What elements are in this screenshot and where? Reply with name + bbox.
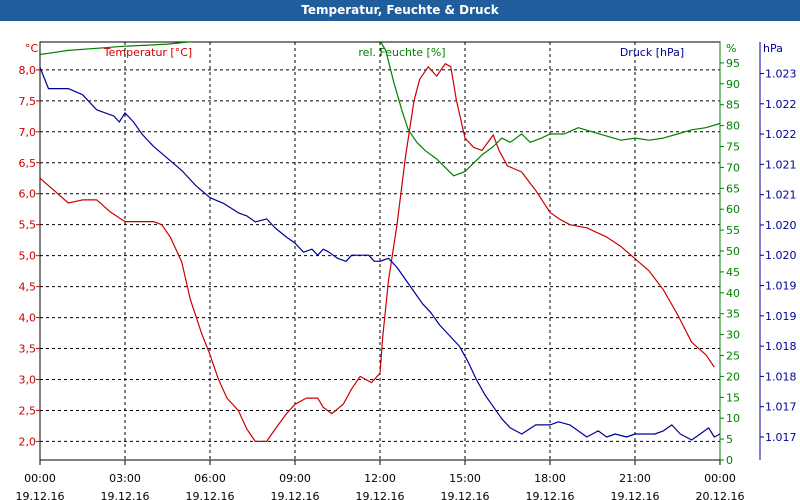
chart-area: 00:00 19.12.16 03:00 19.12.16 06:00 19.12.16 0… (0, 21, 800, 500)
humidity-tick-label: 85 (726, 99, 740, 112)
temperature-series-line (40, 63, 715, 442)
x-tick-time-label: 09:00 (279, 472, 311, 485)
humidity-tick-label: 70 (726, 161, 740, 174)
humidity-tick-label: 15 (726, 391, 740, 404)
temperature-tick-label: 2,5 (19, 404, 37, 417)
pressure-series-line (40, 67, 720, 441)
axis-labels: 00:00 19.12.16 03:00 19.12.16 06:00 19.12.16 0… (16, 42, 797, 500)
x-tick-time-label: 21:00 (619, 472, 651, 485)
x-tick-date-label: 19.12.16 (611, 490, 660, 500)
pressure-tick-label: 1.020 (765, 219, 797, 232)
chart-background (0, 21, 800, 500)
pressure-tick-label: 1.018 (765, 340, 797, 353)
x-tick-date-label: 19.12.16 (101, 490, 150, 500)
humidity-tick-label: 20 (726, 370, 740, 383)
temperature-tick-label: 2,0 (19, 435, 37, 448)
pressure-tick-label: 1.021 (765, 189, 797, 202)
pressure-tick-label: 1.021 (765, 158, 797, 171)
pressure-tick-label: 1.019 (765, 310, 797, 323)
temperature-tick-label: 5,0 (19, 250, 37, 263)
x-tick-time-label: 06:00 (194, 472, 226, 485)
pressure-tick-label: 1.017 (765, 401, 797, 414)
series-group (40, 42, 720, 442)
humidity-tick-label: 0 (726, 454, 733, 467)
pressure-tick-label: 1.019 (765, 280, 797, 293)
temperature-tick-label: 4,0 (19, 312, 37, 325)
humidity-tick-label: 40 (726, 287, 740, 300)
axes (36, 42, 764, 465)
chart-title: Temperatur, Feuchte & Druck (0, 0, 800, 21)
x-tick-time-label: 00:00 (24, 472, 56, 485)
x-tick-date-label: 19.12.16 (441, 490, 490, 500)
grid (39, 41, 721, 461)
humidity-tick-label: 25 (726, 350, 740, 363)
x-tick-date-label: 19.12.16 (186, 490, 235, 500)
humidity-tick-label: 95 (726, 57, 740, 70)
humidity-series-line (40, 42, 720, 177)
legend-pressure: Druck [hPa] (620, 46, 684, 59)
x-tick-time-label: 15:00 (449, 472, 481, 485)
pressure-tick-label: 1.020 (765, 249, 797, 262)
x-tick-time-label: 00:00 (704, 472, 736, 485)
humidity-tick-label: 30 (726, 329, 740, 342)
humidity-tick-label: 55 (726, 224, 740, 237)
humidity-tick-label: 90 (726, 78, 740, 91)
pressure-tick-label: 1.018 (765, 370, 797, 383)
humidity-tick-label: 35 (726, 308, 740, 321)
temperature-tick-label: 6,5 (19, 157, 37, 170)
temperature-tick-label: 3,0 (19, 373, 37, 386)
temperature-tick-label: 8,0 (19, 64, 37, 77)
humidity-tick-label: 60 (726, 203, 740, 216)
x-tick-date-label: 19.12.16 (16, 490, 65, 500)
temperature-tick-label: 5,5 (19, 219, 37, 232)
x-tick-time-label: 18:00 (534, 472, 566, 485)
pressure-tick-label: 1.017 (765, 431, 797, 444)
humidity-tick-label: 80 (726, 120, 740, 133)
x-tick-date-label: 20.12.16 (696, 490, 745, 500)
humidity-tick-label: 5 (726, 433, 733, 446)
legend-humidity: rel. Feuchte [%] (358, 46, 445, 59)
x-tick-time-label: 12:00 (364, 472, 396, 485)
x-tick-date-label: 19.12.16 (356, 490, 405, 500)
temperature-unit-label: °C (25, 42, 39, 55)
temperature-tick-label: 3,5 (19, 343, 37, 356)
humidity-tick-label: 65 (726, 182, 740, 195)
pressure-tick-label: 1.023 (765, 68, 797, 81)
temperature-tick-label: 6,0 (19, 188, 37, 201)
humidity-tick-label: 50 (726, 245, 740, 258)
x-tick-time-label: 03:00 (109, 472, 141, 485)
legend-temperature: Temperatur [°C] (103, 46, 192, 59)
pressure-unit-label: hPa (763, 42, 783, 55)
x-tick-date-label: 19.12.16 (526, 490, 575, 500)
x-tick-date-label: 19.12.16 (271, 490, 320, 500)
temperature-tick-label: 7,5 (19, 95, 37, 108)
temperature-tick-label: 4,5 (19, 281, 37, 294)
pressure-tick-label: 1.022 (765, 128, 797, 141)
humidity-tick-label: 75 (726, 141, 740, 154)
humidity-tick-label: 45 (726, 266, 740, 279)
humidity-unit-label: % (726, 42, 736, 55)
humidity-tick-label: 10 (726, 412, 740, 425)
temperature-tick-label: 7,0 (19, 126, 37, 139)
pressure-tick-label: 1.022 (765, 98, 797, 111)
